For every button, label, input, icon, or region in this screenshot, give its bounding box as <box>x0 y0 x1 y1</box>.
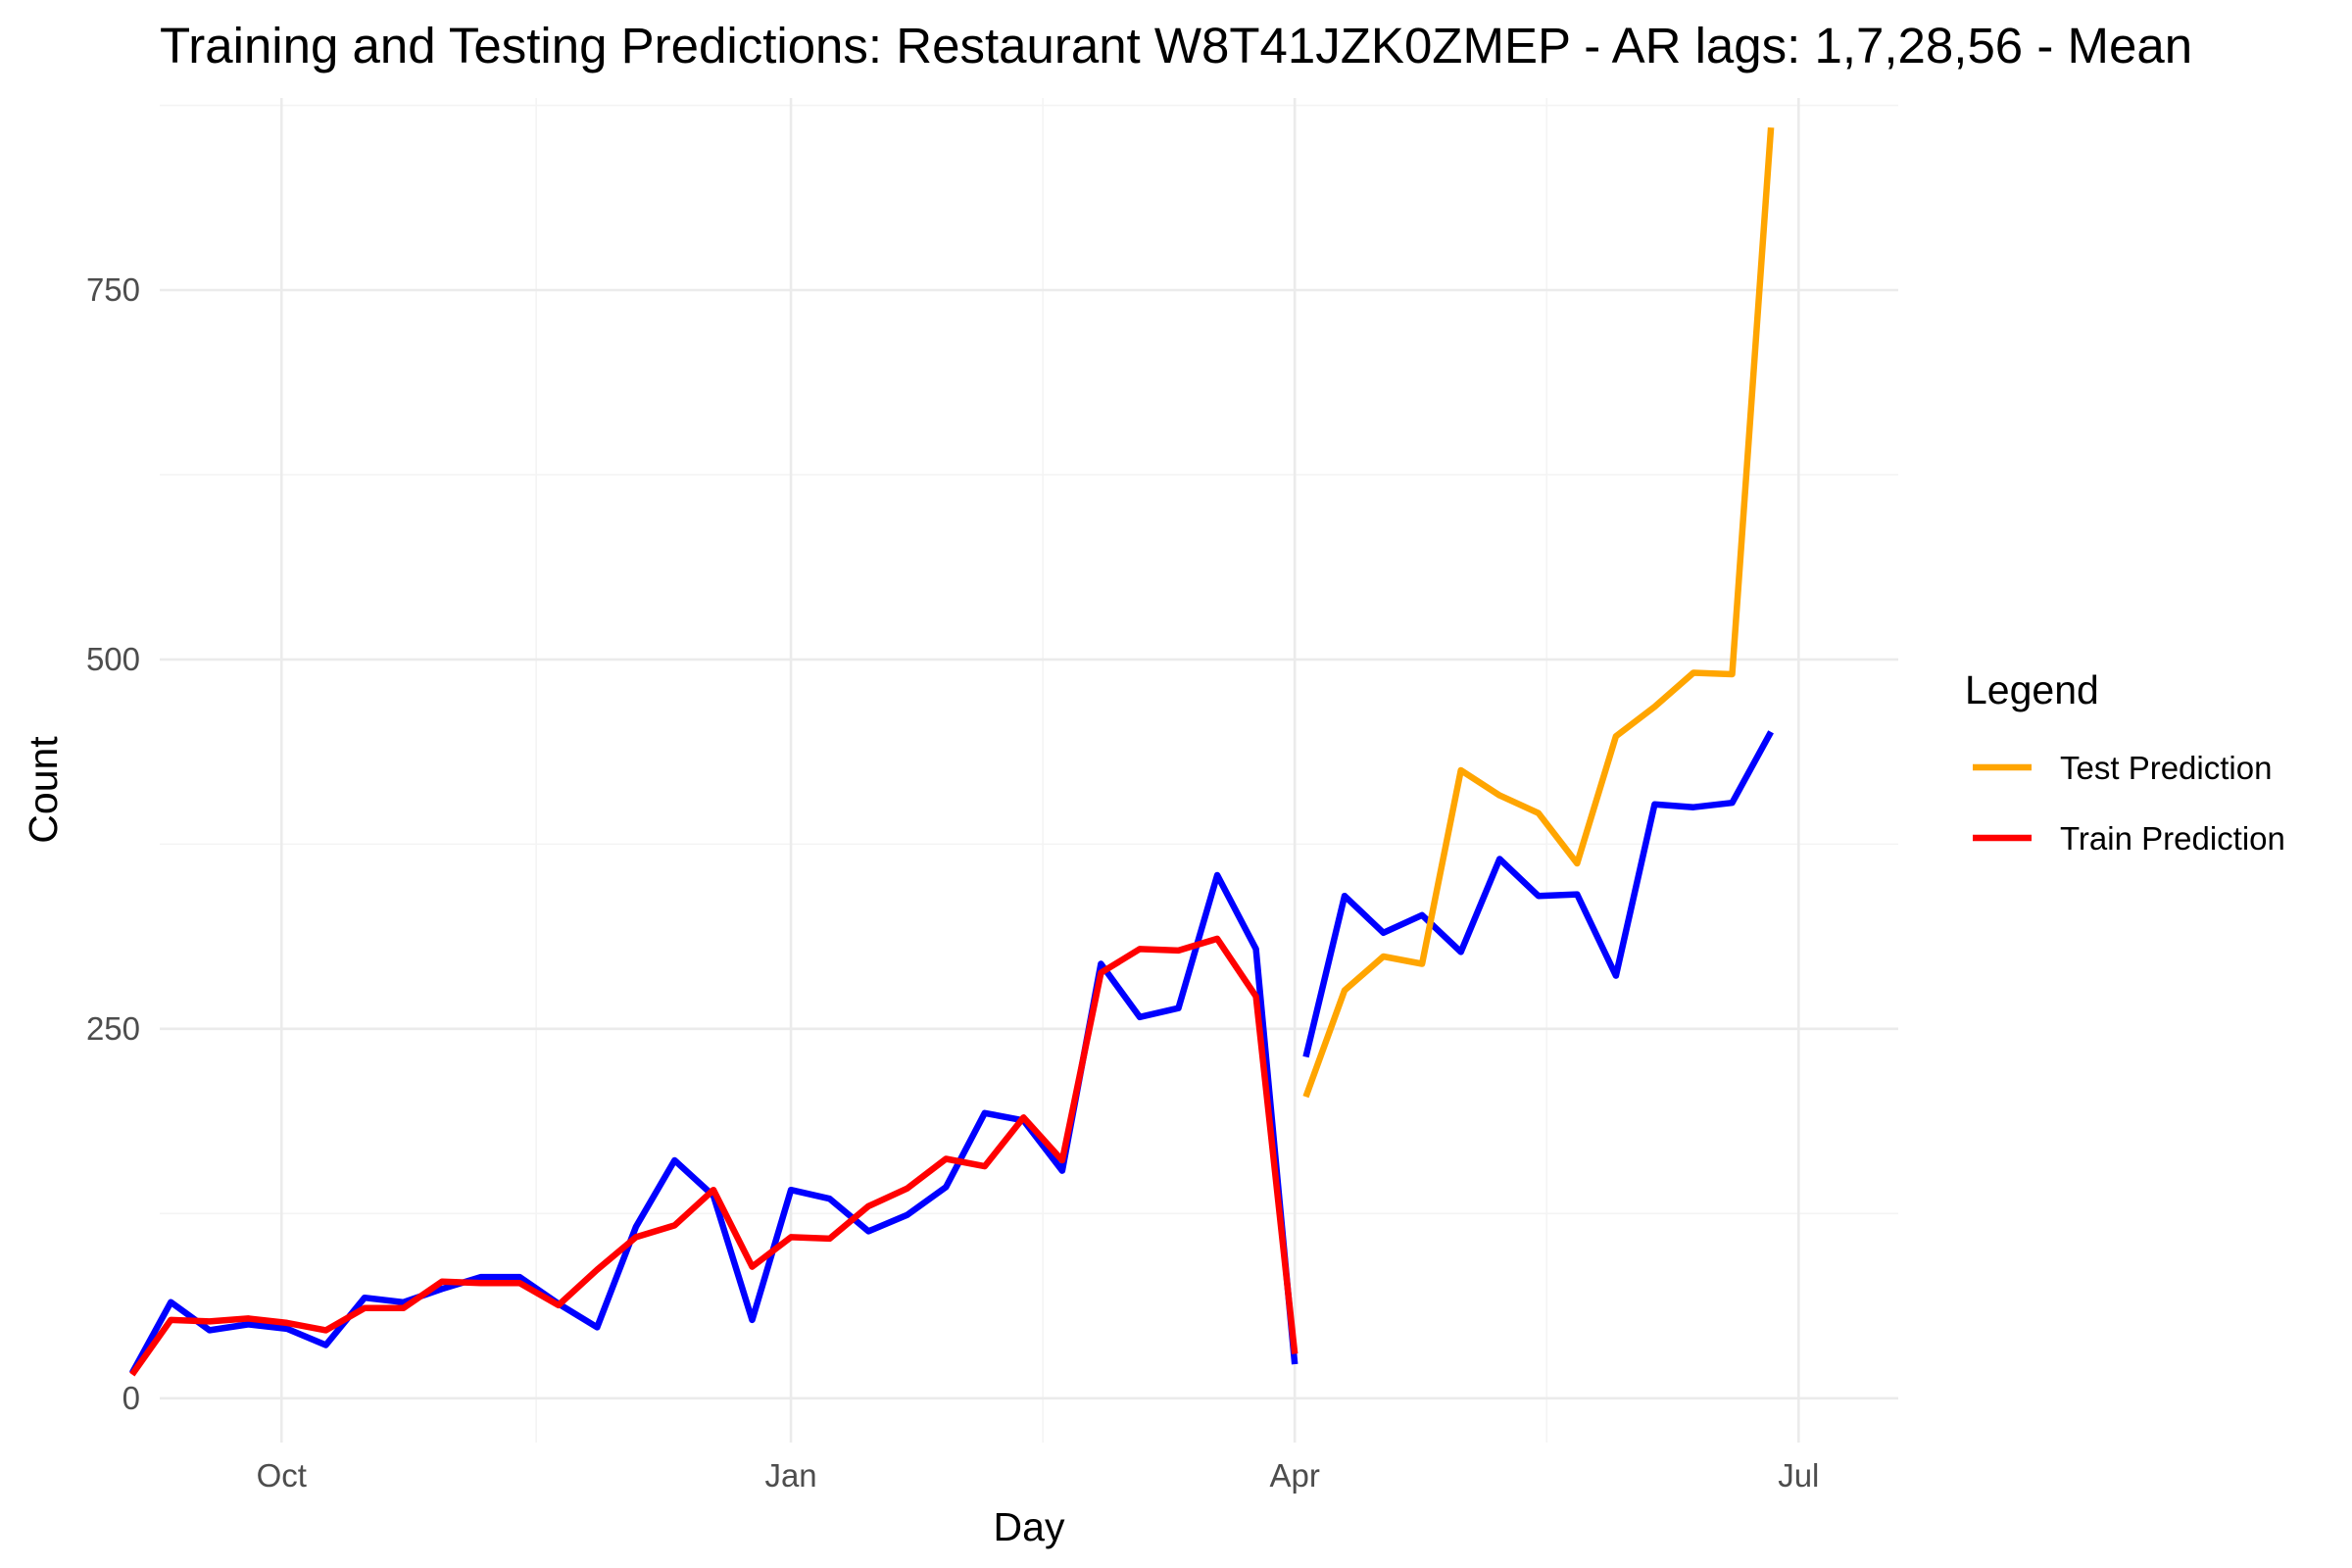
y-axis-title: Count <box>21 736 66 844</box>
y-tick-label: 500 <box>86 641 140 677</box>
legend: Legend Test Prediction Train Prediction <box>1965 667 2285 857</box>
series-line-test <box>1302 126 1775 1099</box>
x-tick-label: Apr <box>1270 1457 1320 1494</box>
y-tick-label: 750 <box>86 271 140 308</box>
x-axis-title: Day <box>994 1504 1065 1549</box>
legend-label-test-prediction: Test Prediction <box>2060 750 2272 786</box>
y-axis-ticks: 0 250 500 750 <box>86 271 140 1416</box>
series-layer <box>128 126 1775 1377</box>
x-tick-label: Oct <box>257 1457 307 1494</box>
y-tick-label: 0 <box>122 1380 140 1416</box>
grid <box>160 98 1898 1443</box>
chart-title: Training and Testing Predictions: Restau… <box>160 18 2192 74</box>
legend-label-train-prediction: Train Prediction <box>2060 820 2285 857</box>
series-line-actual <box>1302 730 1774 1058</box>
legend-title: Legend <box>1965 667 2099 712</box>
y-tick-label: 250 <box>86 1010 140 1047</box>
x-axis-ticks: Oct Jan Apr Jul <box>257 1457 1820 1494</box>
x-tick-label: Jan <box>764 1457 816 1494</box>
x-tick-label: Jul <box>1778 1457 1819 1494</box>
series-line-train <box>129 935 1298 1377</box>
